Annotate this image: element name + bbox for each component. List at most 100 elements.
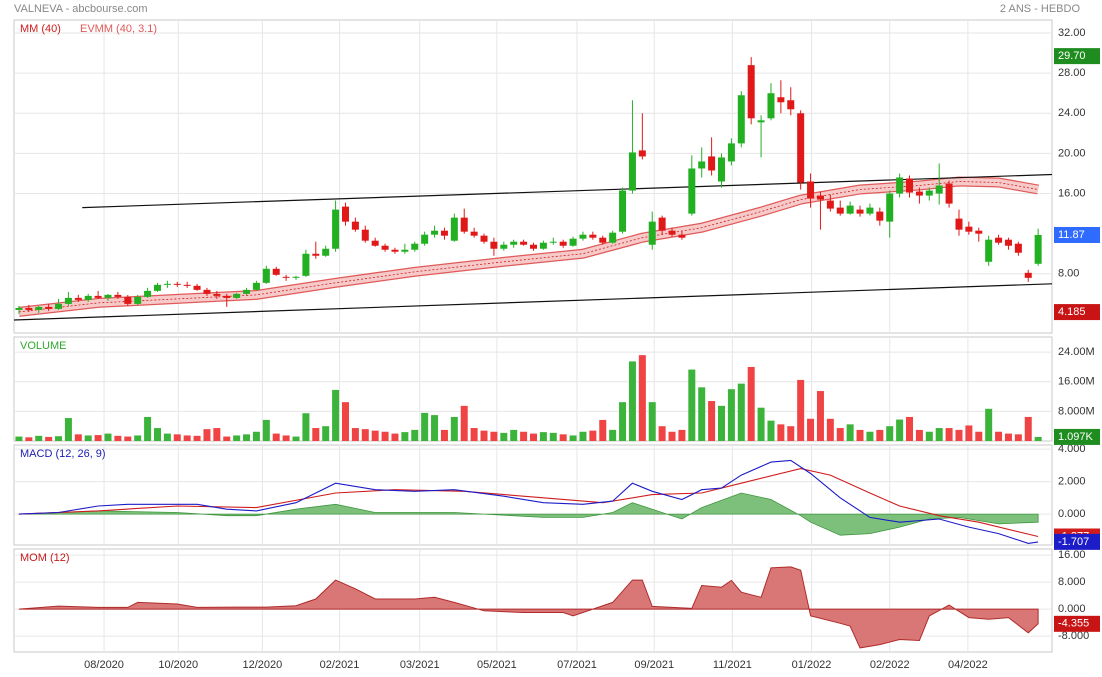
volume-bar (183, 435, 191, 441)
candle-body (807, 181, 815, 199)
volume-bar (322, 426, 330, 441)
volume-bar (1004, 433, 1012, 441)
volume-bar (708, 401, 716, 441)
candle-body (1034, 234, 1042, 264)
candle-body (490, 241, 498, 249)
candle-body (985, 239, 993, 262)
candle-body (411, 243, 419, 250)
volume-bar (153, 428, 161, 441)
volume-bar (965, 425, 973, 441)
indicator-line (18, 468, 1039, 538)
volume-bar (480, 430, 488, 441)
x-tick-label: 02/2021 (320, 659, 360, 671)
volume-bar (915, 429, 923, 441)
volume-bar (193, 435, 201, 441)
candle-body (520, 241, 528, 245)
x-tick-label: 10/2020 (158, 659, 198, 671)
candle-body (114, 294, 122, 297)
candle-body (431, 230, 439, 235)
volume-bar (955, 429, 963, 441)
value-badge (1054, 304, 1100, 321)
volume-bar (312, 428, 320, 441)
candle-body (480, 235, 488, 242)
volume-bar (658, 426, 666, 441)
candle-body (935, 185, 943, 194)
candle-body (619, 190, 627, 232)
candle-body (45, 306, 53, 309)
x-tick-label: 07/2021 (557, 659, 597, 671)
candle-body (915, 191, 923, 196)
value-badge-label: -4.355 (1058, 618, 1089, 630)
volume-bar (64, 418, 72, 441)
volume-bar (945, 428, 953, 441)
candle-body (995, 237, 1003, 243)
volume-bar (599, 419, 607, 441)
volume-bar (500, 432, 508, 441)
volume-bar (678, 429, 686, 441)
candle-body (351, 221, 359, 230)
candle-body (539, 242, 547, 249)
candle-body (510, 241, 518, 245)
volume-bar (856, 429, 864, 441)
candle-body (460, 217, 468, 232)
candle-body (243, 289, 251, 294)
volume-bar (292, 436, 300, 441)
candle-body (262, 268, 270, 283)
x-tick-label: 08/2020 (84, 659, 124, 671)
moving-average (18, 181, 1039, 313)
volume-bar (866, 431, 874, 441)
volume-bar (173, 434, 181, 441)
y-tick-label: 0.000 (1058, 603, 1086, 615)
candle-body (35, 306, 43, 310)
candle-body (747, 65, 755, 119)
volume-bar (411, 429, 419, 441)
volume-bar (163, 433, 171, 441)
value-badge (1054, 226, 1100, 243)
y-tick-label: -8.000 (1058, 630, 1089, 642)
volume-bar (332, 389, 340, 441)
volume-bar (559, 434, 567, 441)
volume-bar (797, 379, 805, 441)
volume-bar (628, 361, 636, 441)
candle-body (173, 283, 181, 285)
volume-bar (15, 436, 23, 441)
candle-body (322, 248, 330, 256)
candle-body (450, 217, 458, 241)
y-tick-label: 8.000 (1058, 576, 1086, 588)
legend-entry: MM (40) (20, 23, 61, 35)
candle-body (826, 200, 834, 209)
volume-bar (995, 431, 1003, 441)
volume-bar (520, 431, 528, 441)
volume-bar (25, 437, 33, 441)
period-label: 2 ANS - HEBDO (1000, 3, 1081, 15)
candle-body (718, 157, 726, 182)
panel-frame (13, 444, 1053, 546)
volume-bar (233, 435, 241, 441)
volume-bar (74, 434, 82, 441)
volume-bar (648, 402, 656, 441)
trend-line (13, 283, 1053, 321)
candle-body (787, 100, 795, 110)
candle-body (965, 226, 973, 232)
volume-bar (925, 431, 933, 441)
value-badge (1054, 48, 1100, 65)
candle-body (628, 152, 636, 191)
candle-body (975, 230, 983, 234)
candle-body (589, 234, 597, 238)
volume-bar (718, 405, 726, 441)
volume-bar (144, 416, 152, 441)
volume-bar (431, 415, 439, 441)
y-tick-label: 4.000 (1058, 443, 1086, 455)
volume-bar (826, 418, 834, 441)
volume-bar (876, 429, 884, 441)
panel-title: MACD (12, 26, 9) (20, 448, 106, 460)
candle-body (312, 253, 320, 256)
volume-bar (35, 435, 43, 441)
candle-body (500, 244, 508, 249)
candle-body (925, 190, 933, 196)
candle-body (332, 209, 340, 249)
y-tick-label: 28.00 (1058, 67, 1086, 79)
indicator-line (18, 459, 1039, 544)
candle-body (341, 206, 349, 222)
candle-body (698, 161, 706, 169)
